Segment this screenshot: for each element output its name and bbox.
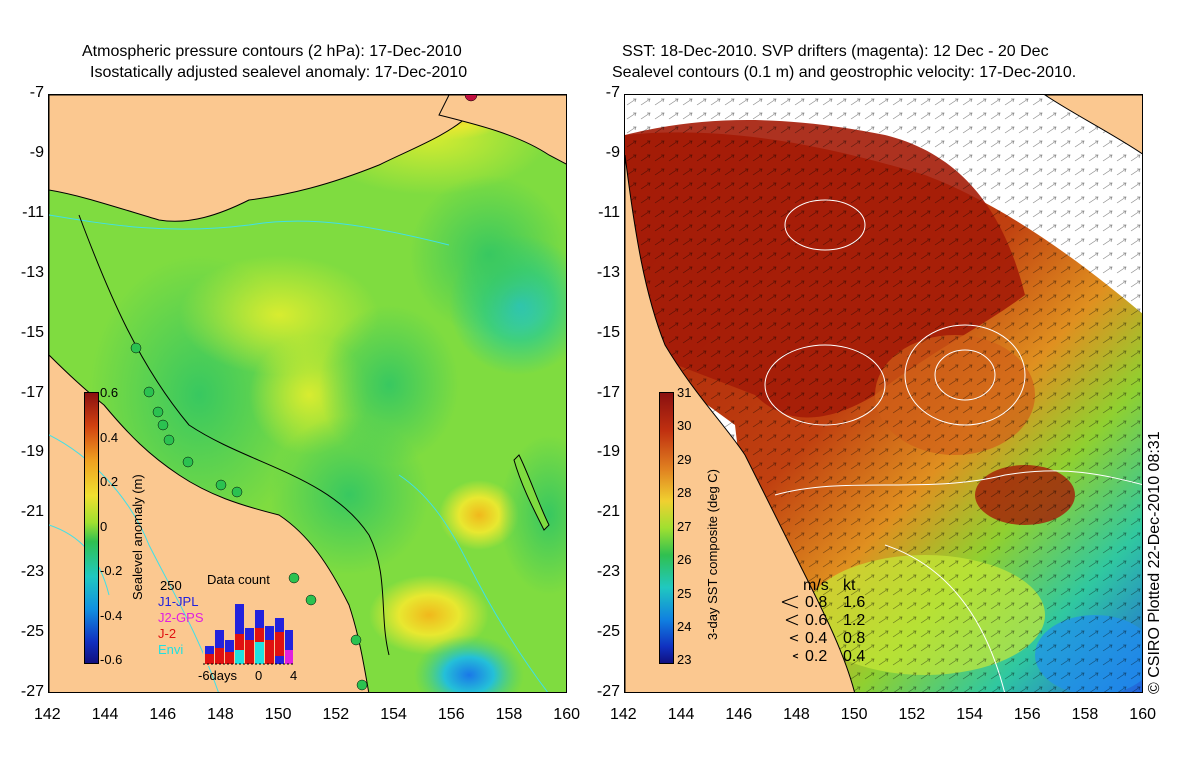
sealevel-colorbar [84, 392, 99, 664]
sealevel-tick: 0 [100, 519, 108, 534]
sst-tick: 24 [677, 619, 692, 634]
velocity-row-ms: 0.4 [805, 630, 828, 647]
axis-tick-label: -27 [20, 683, 44, 700]
right-title-line2: Sealevel contours (0.1 m) and geostrophi… [612, 64, 1077, 81]
velocity-row-ms: 0.6 [805, 612, 828, 629]
sst-tick: 25 [677, 586, 692, 601]
axis-tick-label: -9 [605, 143, 620, 161]
velocity-row-kt: 0.4 [843, 648, 866, 665]
mission-j-2: J-2 [158, 626, 177, 641]
sst-tick: 31 [677, 385, 692, 400]
axis-tick-label: 146 [725, 706, 753, 723]
sst-map [624, 94, 1143, 693]
sealevel-colorbar-label: Sealevel anomaly (m) [130, 474, 145, 600]
sealevel-tick: 0.6 [100, 385, 119, 400]
velocity-arrows [781, 595, 799, 659]
data-count-bars [203, 590, 295, 666]
axis-tick-label: 144 [91, 706, 119, 723]
axis-tick-label: -17 [596, 383, 620, 401]
axis-tick-label: -13 [596, 263, 620, 281]
axis-tick-label: 156 [437, 706, 465, 723]
axis-tick-label: -21 [20, 503, 44, 521]
axis-tick-label: 154 [956, 706, 983, 723]
axis-tick-label: 150 [264, 706, 292, 723]
axis-tick-label: 152 [322, 706, 350, 723]
axis-tick-label: -7 [29, 84, 44, 101]
velocity-row-ms: 0.2 [805, 648, 828, 665]
axis-tick-label: 142 [610, 706, 637, 723]
velocity-header-ms: m/s [803, 577, 829, 594]
axis-tick-label: 148 [207, 706, 234, 723]
velocity-row-kt: 1.2 [843, 612, 866, 629]
sealevel-tick: 0.4 [100, 430, 119, 445]
sst-colorbar-label: 3-day SST composite (deg C) [705, 469, 720, 640]
sealevel-tick: -0.6 [100, 652, 123, 667]
axis-tick-label: -11 [22, 203, 44, 221]
sst-tick: 27 [677, 519, 692, 534]
axis-tick-label: 144 [667, 706, 695, 723]
left-title-line2: Isostatically adjusted sealevel anomaly:… [90, 64, 468, 81]
axis-tick-label: 158 [1071, 706, 1099, 723]
axis-tick-label: -25 [596, 623, 620, 641]
axis-tick-label: -19 [596, 443, 620, 461]
axis-tick-label: 158 [495, 706, 523, 723]
axis-tick-label: -21 [596, 503, 620, 521]
axis-tick-label: 154 [380, 706, 407, 723]
axis-tick-label: -9 [29, 143, 44, 161]
axis-tick-label: -23 [596, 563, 620, 581]
axis-tick-label: -15 [20, 323, 44, 341]
mission-j2-gps: J2-GPS [158, 610, 204, 625]
axis-tick-label: -17 [20, 383, 44, 401]
axis-tick-label: 160 [553, 706, 580, 723]
sst-tick: 26 [677, 552, 692, 567]
data-count-xlabel: 4 [290, 668, 298, 683]
left-title-line1: Atmospheric pressure contours (2 hPa): 1… [82, 43, 462, 60]
velocity-row-ms: 0.8 [805, 594, 828, 611]
axis-tick-label: -27 [596, 683, 620, 700]
axis-tick-label: 152 [898, 706, 926, 723]
axis-tick-label: 156 [1013, 706, 1041, 723]
mission-j1-jpl: J1-JPL [158, 594, 199, 609]
axis-tick-label: -19 [20, 443, 44, 461]
axis-tick-label: -25 [20, 623, 44, 641]
sealevel-map [48, 94, 567, 693]
axis-tick-label: -23 [20, 563, 44, 581]
data-count-xlabel: 0 [255, 668, 263, 683]
velocity-row-kt: 0.8 [843, 630, 866, 647]
axis-tick-label: 142 [34, 706, 61, 723]
axis-tick-label: 146 [149, 706, 177, 723]
data-count-xlabel: -6days [198, 668, 238, 683]
sst-colorbar [659, 392, 674, 664]
sealevel-tick: -0.4 [100, 608, 123, 623]
axis-tick-label: -15 [596, 323, 620, 341]
axis-tick-label: -7 [605, 84, 620, 101]
mission-envi: Envi [158, 642, 184, 657]
sealevel-tick: -0.2 [100, 563, 123, 578]
data-count-max: 250 [160, 578, 182, 593]
sealevel-tick: 0.2 [100, 474, 119, 489]
sst-tick: 29 [677, 452, 692, 467]
axis-tick-label: -13 [20, 263, 44, 281]
right-title-line1: SST: 18-Dec-2010. SVP drifters (magenta)… [622, 43, 1049, 60]
axis-tick-label: 160 [1129, 706, 1156, 723]
axis-tick-label: 150 [840, 706, 868, 723]
velocity-header-kt: kt [843, 577, 856, 594]
sst-tick: 23 [677, 652, 692, 667]
velocity-row-kt: 1.6 [843, 594, 866, 611]
credit-text: © CSIRO Plotted 22-Dec-2010 08:31 [1146, 431, 1163, 694]
axis-tick-label: 148 [783, 706, 810, 723]
data-count-title: Data count [207, 572, 270, 587]
axis-tick-label: -11 [598, 203, 620, 221]
sst-tick: 30 [677, 418, 692, 433]
sst-tick: 28 [677, 485, 692, 500]
